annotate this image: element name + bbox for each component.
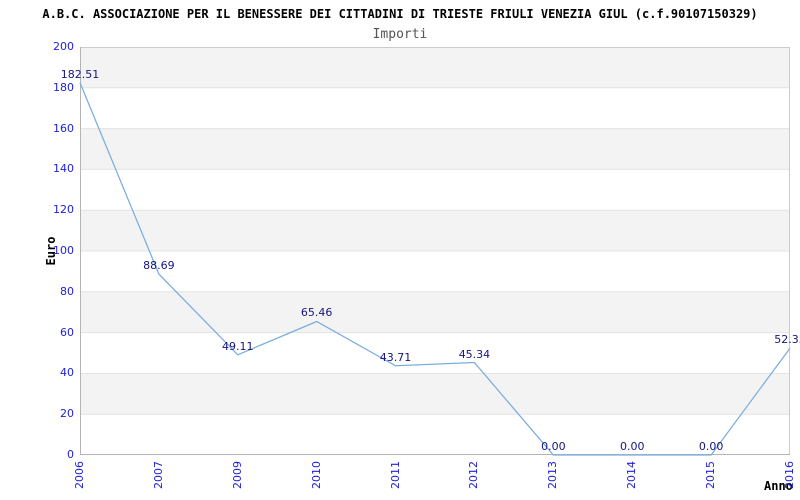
y-tick-label: 120 — [53, 203, 74, 217]
x-tick-label: 2012 — [467, 461, 481, 489]
y-tick-label: 40 — [60, 366, 74, 380]
data-point-label: 182.51 — [60, 67, 100, 81]
grid-band — [80, 210, 790, 251]
y-tick-label: 180 — [53, 80, 74, 94]
data-point-label: 52.35 — [774, 333, 800, 347]
x-tick-label: 2009 — [230, 461, 244, 489]
data-point-label: 43.71 — [379, 350, 412, 364]
x-tick-label: 2014 — [625, 461, 639, 489]
chart-plot-area — [79, 47, 791, 456]
y-tick-label: 80 — [60, 284, 74, 298]
data-point-label: 88.69 — [143, 259, 175, 273]
data-point-label: 65.46 — [300, 306, 333, 320]
x-tick-label: 2010 — [309, 461, 323, 489]
data-point-label: 0.00 — [698, 440, 724, 453]
x-tick-label: 2011 — [388, 461, 402, 489]
importi-line-series — [79, 82, 791, 456]
x-axis-title: Anno — [764, 479, 793, 493]
y-tick-label: 20 — [60, 407, 74, 421]
y-tick-label: 0 — [67, 448, 74, 461]
y-tick-label: 200 — [53, 40, 74, 53]
grid-band — [80, 291, 790, 333]
grid-band — [80, 373, 790, 415]
x-tick-label: 2015 — [704, 461, 718, 489]
y-tick-label: 160 — [53, 121, 74, 135]
x-tick-label: 2016 — [783, 461, 796, 489]
x-tick-label: 2013 — [546, 461, 560, 489]
x-tick-label: 2007 — [151, 461, 165, 489]
data-point-label: 45.34 — [458, 347, 491, 361]
y-tick-label: 140 — [53, 162, 74, 176]
x-tick-label: 2006 — [73, 461, 86, 489]
page-title: A.B.C. ASSOCIAZIONE PER IL BENESSERE DEI… — [42, 7, 758, 21]
data-point-label: 0.00 — [541, 440, 566, 453]
data-point-label: 0.00 — [619, 440, 645, 453]
grid-band — [80, 47, 790, 88]
y-tick-label: 60 — [60, 325, 74, 339]
chart-subtitle: Importi — [372, 27, 428, 42]
grid-band — [80, 128, 790, 170]
y-tick-label: 100 — [53, 244, 74, 257]
chart-canvas — [79, 47, 791, 456]
data-point-label: 49.11 — [222, 339, 254, 353]
